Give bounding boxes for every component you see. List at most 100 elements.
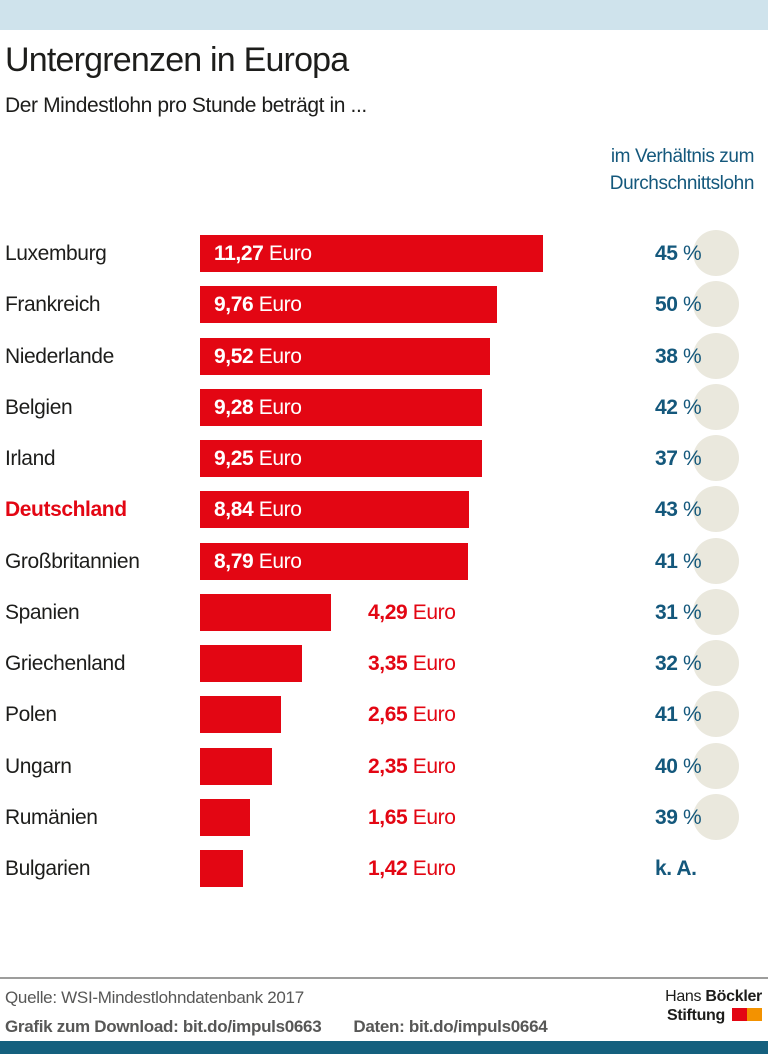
wage-bar: 9,25 Euro — [200, 440, 482, 477]
country-label: Niederlande — [5, 344, 114, 368]
percent-cell: 37 % — [640, 435, 750, 481]
chart-row: Irland 9,25 Euro 37 % — [0, 435, 768, 481]
wage-unit: Euro — [407, 703, 456, 726]
percent-circle — [693, 691, 739, 737]
bar-value-inside: 9,76 Euro — [214, 286, 302, 323]
chart-row: Luxemburg 11,27 Euro 45 % — [0, 230, 768, 276]
wage-unit: Euro — [407, 601, 456, 624]
wage-value: 1,42 — [368, 857, 408, 880]
percent-value: 31 % — [655, 601, 702, 624]
wage-value: 9,76 — [214, 293, 254, 316]
bar-value-inside: 8,84 Euro — [214, 491, 302, 528]
source-note: Quelle: WSI-Mindestlohndatenbank 2017 — [5, 988, 304, 1007]
percent-value: 39 % — [655, 806, 702, 829]
wage-bar — [200, 696, 281, 733]
country-label: Irland — [5, 446, 56, 470]
wage-unit: Euro — [253, 498, 302, 521]
bar-value-inside: 9,28 Euro — [214, 389, 302, 426]
chart-row: Rumänien 1,65 Euro 39 % — [0, 794, 768, 840]
wage-unit: Euro — [263, 242, 312, 265]
wage-unit: Euro — [253, 396, 302, 419]
country-label: Griechenland — [5, 651, 126, 675]
chart-row: Deutschland 8,84 Euro 43 % — [0, 486, 768, 532]
percent-circle — [693, 281, 739, 327]
country-label: Frankreich — [5, 292, 101, 316]
bar-value-outside: 3,35 Euro — [368, 645, 456, 682]
wage-value: 9,52 — [214, 345, 254, 368]
percent-cell: 45 % — [640, 230, 750, 276]
percent-header-line1: im Verhältnis zum — [610, 146, 755, 167]
wage-bar — [200, 799, 250, 836]
chart-row: Frankreich 9,76 Euro 50 % — [0, 281, 768, 327]
percent-cell: 32 % — [640, 640, 750, 686]
top-color-band — [0, 0, 768, 30]
percent-cell: k. A. — [640, 850, 750, 887]
page-subtitle: Der Mindestlohn pro Stunde beträgt in ..… — [5, 94, 367, 117]
wage-unit: Euro — [253, 447, 302, 470]
wage-value: 11,27 — [214, 242, 264, 265]
wage-bar: 8,79 Euro — [200, 543, 468, 580]
chart-row: Niederlande 9,52 Euro 38 % — [0, 333, 768, 379]
chart-row: Griechenland 3,35 Euro 32 % — [0, 640, 768, 686]
bar-value-outside: 2,35 Euro — [368, 748, 456, 785]
download-links: Grafik zum Download: bit.do/impuls0663 Da… — [5, 1017, 548, 1037]
percent-circle — [693, 333, 739, 379]
percent-cell: 43 % — [640, 486, 750, 532]
wage-value: 4,29 — [368, 601, 408, 624]
percent-header-line2: Durchschnittslohn — [609, 173, 755, 194]
logo-line1: Hans Böckler — [665, 987, 762, 1006]
wage-value: 1,65 — [368, 806, 408, 829]
percent-cell: 42 % — [640, 384, 750, 430]
wage-unit: Euro — [407, 806, 456, 829]
logo-stiftung: Stiftung — [666, 1007, 725, 1024]
percent-circle — [693, 743, 739, 789]
wage-unit: Euro — [253, 345, 302, 368]
download-link: Grafik zum Download: bit.do/impuls0663 — [5, 1017, 322, 1036]
wage-bar: 11,27 Euro — [200, 235, 543, 272]
wage-value: 8,84 — [214, 498, 254, 521]
wage-bar: 9,76 Euro — [200, 286, 497, 323]
wage-unit: Euro — [253, 293, 302, 316]
country-label: Deutschland — [5, 497, 127, 521]
country-label: Ungarn — [5, 754, 72, 778]
chart-row: Ungarn 2,35 Euro 40 % — [0, 743, 768, 789]
wage-bar — [200, 645, 302, 682]
country-label: Belgien — [5, 395, 73, 419]
bar-value-outside: 2,65 Euro — [368, 696, 456, 733]
wage-unit: Euro — [253, 550, 302, 573]
percent-circle — [693, 640, 739, 686]
wage-bar: 9,28 Euro — [200, 389, 482, 426]
country-label: Großbritannien — [5, 549, 140, 573]
wage-bar — [200, 850, 243, 887]
percent-value: 40 % — [655, 755, 702, 778]
wage-bar: 9,52 Euro — [200, 338, 490, 375]
percent-circle — [693, 435, 739, 481]
percent-circle — [693, 538, 739, 584]
wage-bar — [200, 594, 331, 631]
country-label: Polen — [5, 702, 57, 726]
percent-circle — [693, 230, 739, 276]
wage-value: 9,28 — [214, 396, 254, 419]
percent-value: k. A. — [655, 857, 697, 880]
bar-value-inside: 9,52 Euro — [214, 338, 302, 375]
percent-cell: 41 % — [640, 691, 750, 737]
bar-value-inside: 8,79 Euro — [214, 543, 302, 580]
logo-line2: Stiftung — [665, 1006, 762, 1025]
wage-bar: 8,84 Euro — [200, 491, 469, 528]
percent-circle — [693, 589, 739, 635]
country-label: Luxemburg — [5, 241, 107, 265]
percent-circle — [693, 794, 739, 840]
bar-value-outside: 1,42 Euro — [368, 850, 456, 887]
percent-cell: 40 % — [640, 743, 750, 789]
chart-row: Spanien 4,29 Euro 31 % — [0, 589, 768, 635]
logo-boeckler: Böckler — [705, 988, 762, 1005]
percent-cell: 50 % — [640, 281, 750, 327]
percent-cell: 38 % — [640, 333, 750, 379]
percent-value: 37 % — [655, 447, 702, 470]
percent-value: 41 % — [655, 703, 702, 726]
data-link: Daten: bit.do/impuls0664 — [353, 1017, 548, 1036]
percent-column-header: im Verhältnis zum Durchschnittslohn — [609, 143, 755, 197]
wage-value: 3,35 — [368, 652, 408, 675]
percent-value: 41 % — [655, 550, 702, 573]
